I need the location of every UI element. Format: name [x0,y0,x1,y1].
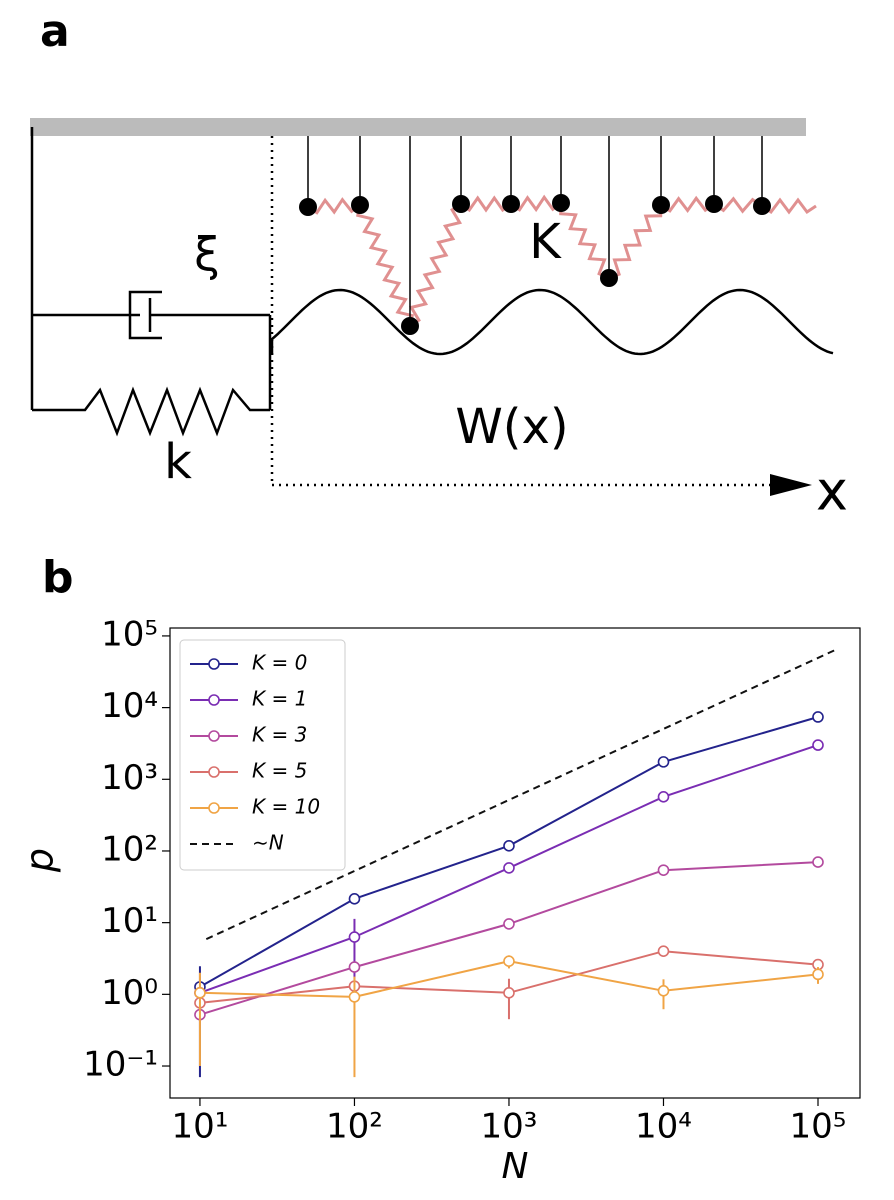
x-tick-label: 10³ [481,1107,538,1147]
legend-box [179,639,346,871]
label: k [164,434,192,490]
marker [348,931,361,943]
x-tick-label: 10² [326,1107,383,1147]
legend-marker [208,730,220,742]
particle [552,194,570,212]
y-tick-label: 10⁵ [101,614,158,654]
legend-label: K = 5 [252,759,307,783]
plot-frame [169,627,861,1099]
legend-marker [208,766,220,778]
marker [657,985,670,997]
x-tick-label: 10⁴ [635,1107,692,1147]
particle [401,317,419,335]
potential-curve [270,288,834,356]
particle [452,195,470,213]
particle [705,195,723,213]
arrow [770,474,812,496]
marker [812,968,824,981]
legend-marker [208,694,220,706]
spring [608,204,663,280]
y-tick-label: 10³ [101,758,158,798]
marker [194,987,206,999]
spring [408,202,463,328]
particle [299,198,317,216]
wall [30,118,806,136]
spring [713,196,763,214]
label: W(x) [455,399,568,455]
y-tick-label: 10² [101,829,158,869]
y-axis-label: p [18,848,62,873]
particle [652,196,670,214]
particle [351,196,369,214]
marker [657,756,670,768]
legend-label: K = 3 [252,723,307,747]
legend-label: ∼N [252,831,284,855]
marker [657,945,670,957]
x-axis-label: N [502,1146,529,1187]
marker [812,856,824,868]
spring [307,197,361,215]
y-tick-label: 10¹ [101,901,158,941]
spring [660,195,715,214]
marker [348,991,361,1003]
legend-label: K = 1 [252,687,307,711]
marker [812,711,824,723]
marker [348,961,361,973]
y-tick-label: 10⁰ [101,973,158,1013]
y-tick-label: 10⁴ [101,686,158,726]
label: ξ [194,228,220,282]
mechanics [30,127,272,437]
spring [356,204,414,327]
x-tick-label: 10¹ [171,1107,228,1147]
label: x [816,460,848,523]
panel-label: b [42,552,74,603]
particle [502,195,520,213]
legend-label: K = 0 [252,651,307,675]
marker [503,987,515,999]
series-line [205,648,837,941]
marker [503,840,515,852]
plot: 10¹ 10² 10³ 10⁴ 10⁵ 10⁻¹ 10⁰ 10¹ 10² 10³ 10⁴ 10⁵ K =… [83,614,861,1147]
y-tick-label: 10⁻¹ [83,1045,158,1085]
marker [503,918,515,930]
legend-marker [208,802,220,814]
marker [657,790,670,803]
spring [510,194,562,213]
marker [657,864,670,876]
marker [503,862,515,874]
x-tick-label: 10⁵ [790,1107,847,1147]
chain [270,136,834,356]
particle [600,269,618,287]
marker [812,739,824,751]
spring [559,202,610,280]
legend-marker [208,658,220,670]
spring [761,197,817,215]
spring [460,195,512,213]
legend-label: K = 10 [252,795,320,819]
panel-label: a [40,6,70,57]
label: K [529,214,562,270]
marker [503,955,515,967]
marker [348,893,361,905]
particle [753,197,771,215]
